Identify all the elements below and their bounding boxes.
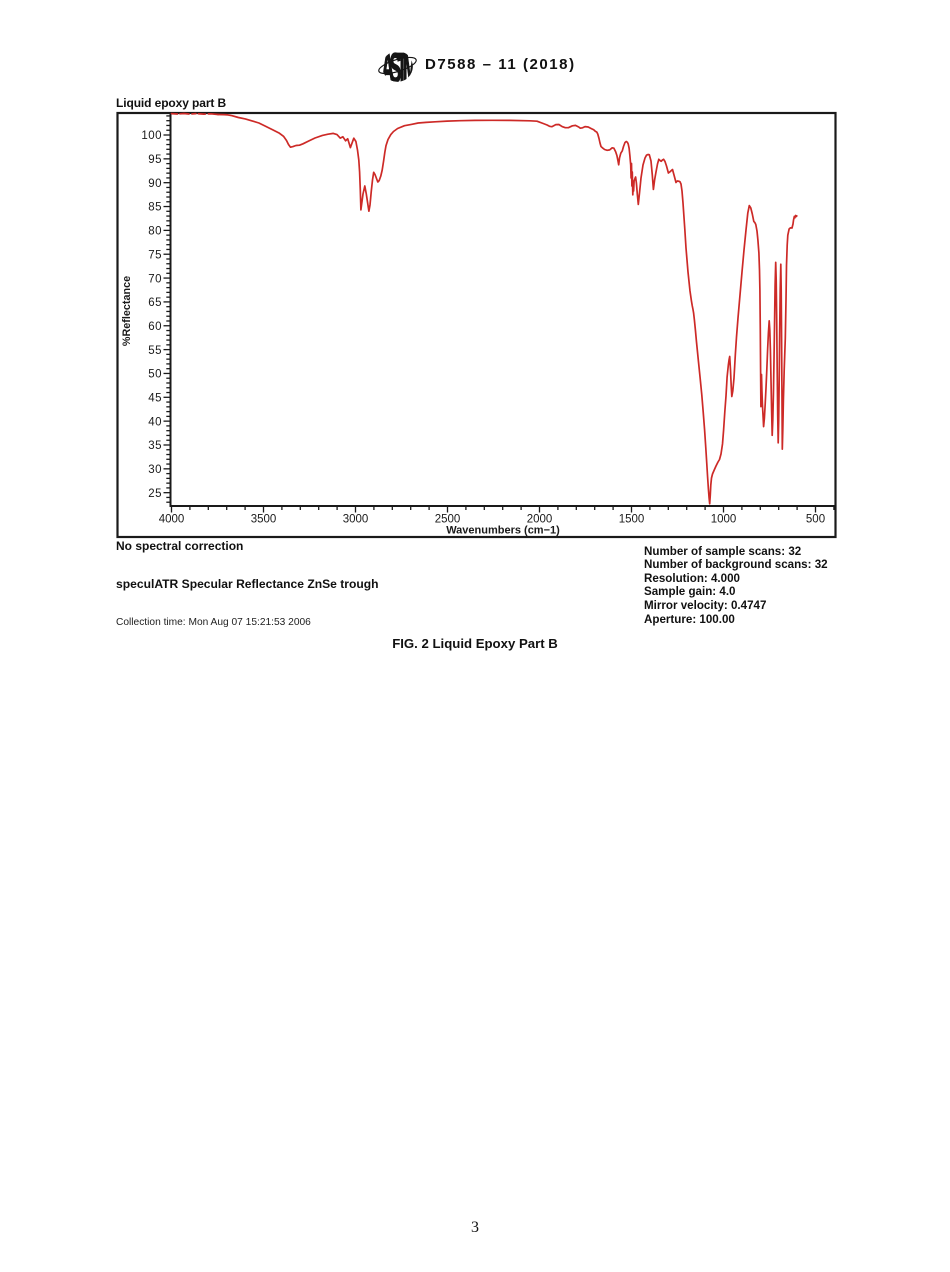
svg-text:%Reflectance: %Reflectance	[121, 276, 133, 346]
svg-text:60: 60	[148, 321, 162, 333]
svg-text:90: 90	[148, 178, 162, 190]
svg-text:75: 75	[148, 249, 162, 261]
svg-text:500: 500	[806, 514, 825, 526]
svg-text:25: 25	[148, 488, 162, 500]
svg-text:2500: 2500	[435, 514, 461, 526]
svg-text:70: 70	[148, 273, 162, 285]
svg-text:65: 65	[148, 297, 162, 309]
svg-text:45: 45	[148, 393, 162, 405]
svg-text:40: 40	[148, 416, 162, 428]
svg-text:100: 100	[141, 130, 162, 142]
svg-text:ASTM: ASTM	[382, 47, 417, 87]
svg-text:3500: 3500	[251, 514, 277, 526]
svg-text:95: 95	[148, 154, 162, 166]
svg-text:3000: 3000	[343, 514, 369, 526]
svg-text:85: 85	[148, 202, 162, 214]
svg-text:Wavenumbers (cm−1): Wavenumbers (cm−1)	[446, 525, 560, 537]
svg-text:4000: 4000	[159, 514, 185, 526]
svg-text:55: 55	[148, 345, 162, 357]
svg-text:1500: 1500	[619, 514, 645, 526]
svg-text:80: 80	[148, 226, 162, 238]
svg-text:1000: 1000	[711, 514, 737, 526]
svg-text:50: 50	[148, 369, 162, 381]
svg-text:30: 30	[148, 464, 162, 476]
svg-text:35: 35	[148, 440, 162, 452]
svg-text:2000: 2000	[527, 514, 553, 526]
